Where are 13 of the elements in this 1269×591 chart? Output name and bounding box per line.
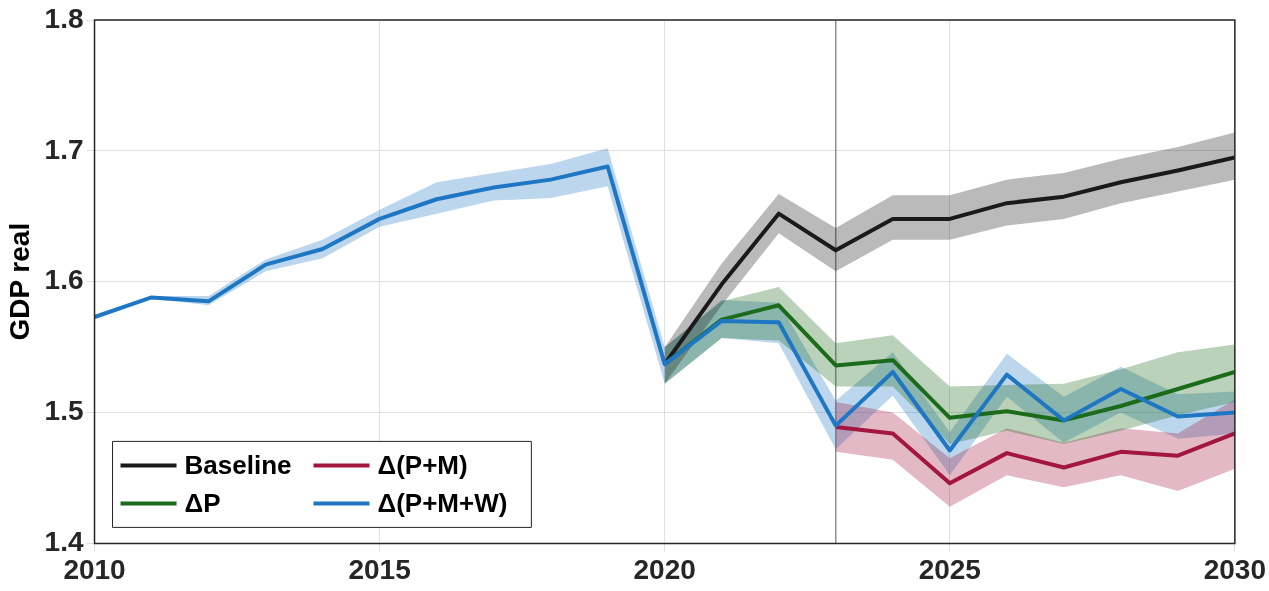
y-tick-label: 1.8 — [44, 2, 84, 34]
y-tick-label: 1.6 — [44, 264, 84, 296]
legend-label: ΔP — [184, 487, 221, 518]
y-axis-title: GDP real — [3, 222, 35, 341]
x-tick-label: 2030 — [1203, 553, 1266, 585]
legend-label: Δ(P+M) — [377, 449, 468, 480]
legend-label: Δ(P+M+W) — [377, 487, 508, 518]
x-tick-label: 2020 — [633, 553, 696, 585]
legend-label: Baseline — [184, 449, 292, 480]
y-tick-label: 1.7 — [44, 133, 84, 165]
x-tick-label: 2015 — [348, 553, 411, 585]
y-tick-label: 1.5 — [44, 395, 84, 427]
x-tick-label: 2025 — [918, 553, 981, 585]
